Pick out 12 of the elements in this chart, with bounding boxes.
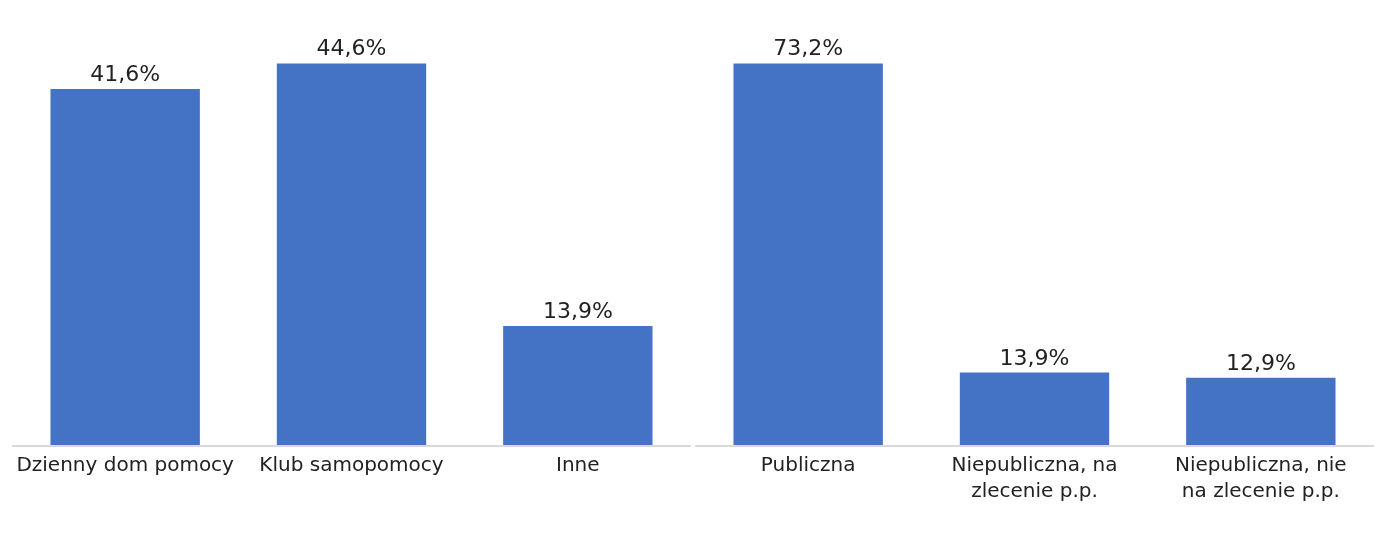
x-tick-label: Inne (556, 451, 600, 476)
x-tick-label: Dzienny dom pomocy (16, 451, 235, 476)
x-tick-label: Niepubliczna, na zlecenie p.p. (951, 451, 1118, 502)
x-tick-label: Niepubliczna, nie na zlecenie p.p. (1174, 451, 1347, 502)
data-label: 73,2% (773, 35, 844, 61)
data-label: 13,9% (542, 298, 613, 324)
data-label: 12,9% (1225, 349, 1296, 375)
data-label: 41,6% (90, 61, 161, 87)
x-tick-label: Klub samopomocy (259, 451, 444, 476)
data-label: 44,6% (316, 35, 387, 61)
data-label: 13,9% (999, 344, 1070, 370)
x-tick-label: Publiczna (760, 451, 856, 476)
